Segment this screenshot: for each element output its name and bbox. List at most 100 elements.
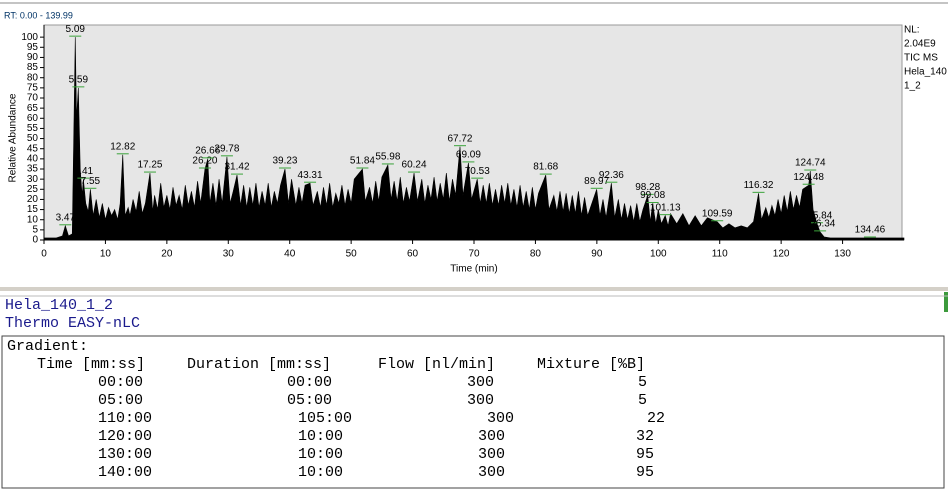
peak-label: 134.46 [855,225,886,236]
table-cell: 00:00 [287,374,332,391]
gradient-box [1,335,945,489]
y-tick-label: 60 [27,113,39,124]
chromatogram-trace [43,37,905,241]
x-tick-label: 100 [650,249,667,260]
table-cell: 300 [467,392,494,409]
table-cell: 95 [636,464,654,481]
method-name: Hela_140_1_2 [5,297,113,314]
peak-label: 39.23 [272,156,297,167]
table-cell: 130:00 [98,446,152,463]
y-tick-label: 55 [27,123,39,134]
peak-label: 26.20 [192,156,217,167]
x-tick-label: 50 [346,249,358,260]
table-cell: 300 [467,374,494,391]
table-cell: 300 [478,428,505,445]
x-tick-label: 80 [530,249,542,260]
y-tick-label: 30 [27,174,39,185]
peak-label: 60.24 [402,160,427,171]
y-tick-label: 20 [27,194,39,205]
peak-label: 55.98 [375,152,400,163]
x-tick-label: 130 [834,249,851,260]
table-cell: 10:00 [298,428,343,445]
x-tick-label: 60 [407,249,419,260]
x-tick-label: 0 [41,249,47,260]
peak-label: 69.09 [456,150,481,161]
y-axis-label: Relative Abundance [8,93,19,182]
y-tick-label: 95 [27,42,39,53]
table-header: Mixture [%B] [537,356,645,373]
y-tick-label: 80 [27,72,39,83]
table-cell: 300 [478,464,505,481]
table-cell: 5 [638,374,647,391]
table-cell: 110:00 [98,410,152,427]
peak-label: 31.42 [224,162,249,173]
y-tick-label: 100 [21,32,38,43]
y-tick-label: 15 [27,204,39,215]
y-tick-label: 65 [27,103,39,114]
x-tick-label: 20 [161,249,173,260]
scroll-thumb[interactable] [944,292,948,312]
table-cell: 120:00 [98,428,152,445]
y-tick-label: 90 [27,52,39,63]
table-cell: 300 [487,410,514,427]
peak-label: 26.66 [195,145,220,156]
table-cell: 95 [636,446,654,463]
side-info: Hela_140 [904,67,947,78]
peak-label: 29.78 [214,143,239,154]
y-tick-label: 70 [27,93,39,104]
x-axis-label: Time (min) [450,264,497,275]
peak-label: 51.84 [350,156,375,167]
side-info: TIC MS [904,53,938,64]
y-tick-label: 10 [27,214,39,225]
side-info: 2.04E9 [904,39,936,50]
peak-label: 70.53 [465,166,490,177]
peak-label: 126.34 [805,219,836,230]
x-tick-label: 110 [712,249,728,260]
table-header: Flow [nl/min] [378,356,495,373]
peak-label: 7.55 [81,176,101,187]
table-cell: 5 [638,392,647,409]
table-cell: 140:00 [98,464,152,481]
peak-label: 81.68 [533,162,558,173]
x-tick-label: 40 [284,249,296,260]
table-header: Time [mm:ss] [37,356,145,373]
x-tick-label: 10 [100,249,112,260]
peak-label: 116.32 [744,180,774,191]
side-info: NL: [904,25,920,36]
x-tick-label: 70 [468,249,480,260]
y-tick-label: 40 [27,153,39,164]
y-tick-label: 5 [32,224,38,235]
peak-label: 124.74 [795,158,826,169]
splitter[interactable] [0,287,948,291]
side-info: 1_2 [904,81,921,92]
x-tick-label: 30 [223,249,235,260]
table-cell: 105:00 [298,410,352,427]
peak-label: 3.47 [56,212,76,223]
peak-label: 98.28 [635,182,660,193]
x-tick-label: 90 [591,249,603,260]
table-cell: 10:00 [298,446,343,463]
peak-label: 99.08 [640,190,665,201]
peak-label: 124.48 [793,172,824,183]
table-cell: 10:00 [298,464,343,481]
peak-label: 109.59 [702,208,733,219]
table-cell: 300 [478,446,505,463]
peak-label: 125.84 [802,210,833,221]
peak-label: 5.59 [69,74,89,85]
y-tick-label: 45 [27,143,39,154]
peak-label: 12.82 [110,141,135,152]
peak-label: 43.31 [298,170,323,181]
y-tick-label: 75 [27,82,39,93]
peak-label: 92.36 [599,170,624,181]
instrument: Thermo EASY-nLC [5,315,140,332]
table-cell: 22 [647,410,665,427]
y-tick-label: 50 [27,133,39,144]
peak-label: 6.41 [74,166,94,177]
y-tick-label: 0 [32,235,38,246]
table-cell: 05:00 [98,392,143,409]
table-header: Duration [mm:ss] [187,356,331,373]
y-tick-label: 35 [27,164,39,175]
peak-label: 5.09 [66,24,86,35]
peak-label: 17.25 [137,160,162,171]
